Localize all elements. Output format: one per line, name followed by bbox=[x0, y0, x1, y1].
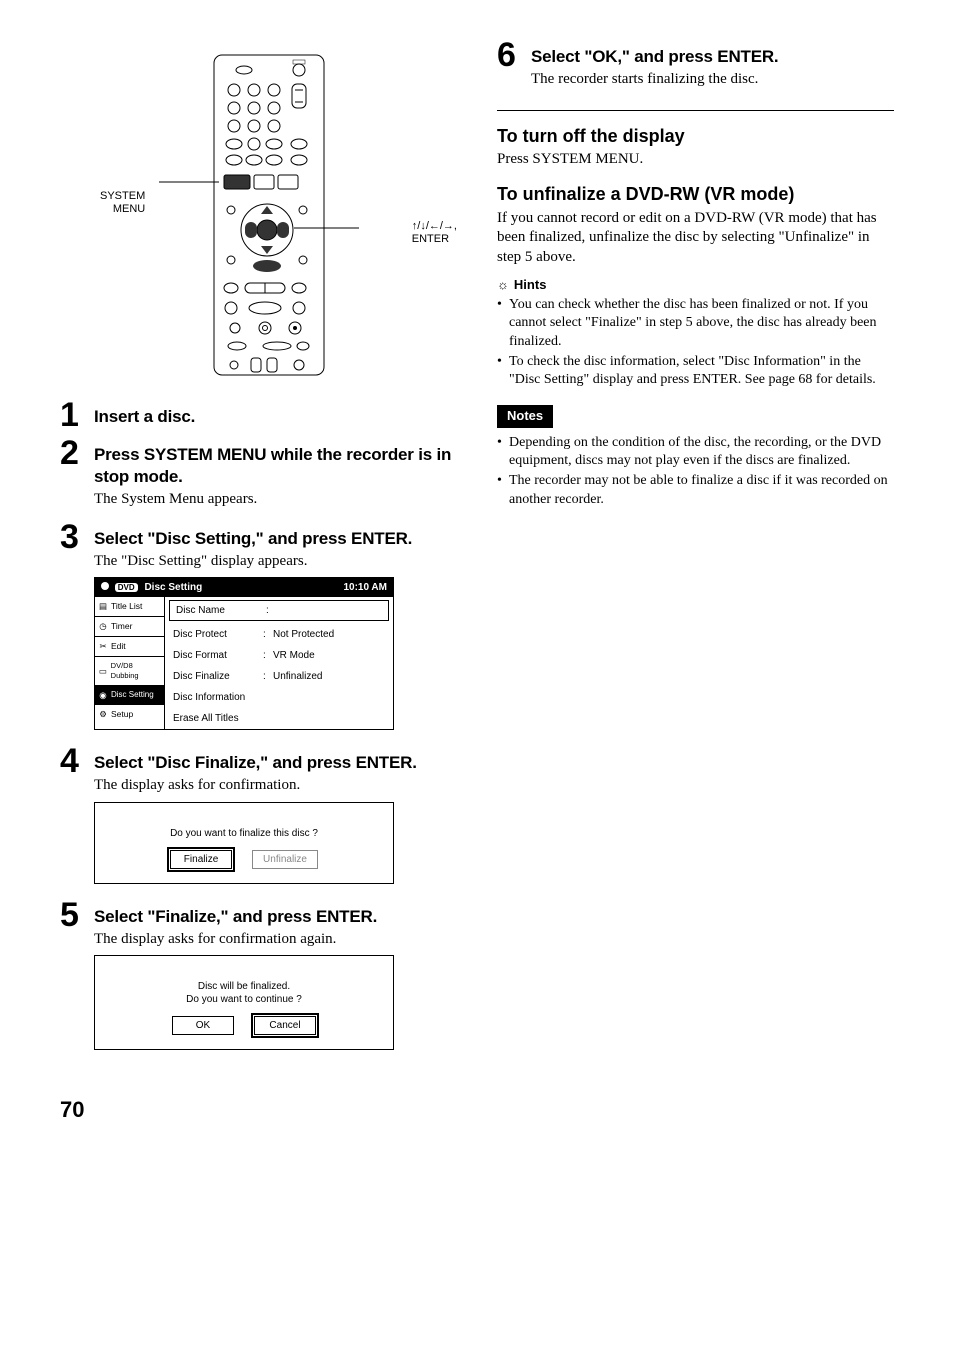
finalize-dialog-2: Disc will be finalized. Do you want to c… bbox=[94, 955, 394, 1050]
step-1: 1 Insert a disc. bbox=[60, 400, 457, 432]
clock-icon: ◷ bbox=[98, 622, 108, 632]
row-key: Disc Format bbox=[173, 649, 263, 662]
sidebar-item-dubbing[interactable]: ▭ DV/D8 Dubbing bbox=[95, 657, 164, 686]
step-heading: Press SYSTEM MENU while the recorder is … bbox=[94, 444, 457, 488]
step-6: 6 Select "OK," and press ENTER. The reco… bbox=[497, 40, 894, 96]
row-colon: : bbox=[263, 649, 273, 662]
disc-row-name[interactable]: Disc Name : bbox=[169, 600, 389, 621]
list-icon: ▤ bbox=[98, 602, 108, 612]
dvd-badge: DVD bbox=[115, 583, 138, 592]
remote-diagram: SYSTEM MENU bbox=[60, 50, 457, 380]
hint-icon bbox=[497, 277, 509, 294]
ok-button[interactable]: OK bbox=[172, 1016, 234, 1035]
step-number: 1 bbox=[60, 398, 94, 432]
row-value: Not Protected bbox=[273, 628, 385, 641]
remote-label-left-2: MENU bbox=[113, 203, 145, 215]
sidebar-item-label: Title List bbox=[111, 601, 142, 612]
sidebar-item-label: Edit bbox=[111, 641, 126, 652]
notes-heading: Notes bbox=[497, 405, 553, 428]
step-subtext: The display asks for confirmation. bbox=[94, 776, 457, 796]
remote-svg bbox=[159, 50, 359, 380]
sidebar-item-titlelist[interactable]: ▤ Title List bbox=[95, 597, 164, 617]
remote-label-system-menu: SYSTEM MENU bbox=[100, 190, 145, 216]
notes-list: Depending on the condition of the disc, … bbox=[497, 434, 894, 509]
step-2: 2 Press SYSTEM MENU while the recorder i… bbox=[60, 438, 457, 516]
finalize-button[interactable]: Finalize bbox=[170, 850, 232, 869]
step-3: 3 Select "Disc Setting," and press ENTER… bbox=[60, 522, 457, 741]
disc-icon: ◉ bbox=[98, 690, 108, 700]
remote-label-enter: ↑/↓/←/→, ENTER bbox=[412, 220, 457, 246]
sidebar-item-label: Disc Setting bbox=[111, 690, 154, 700]
disc-row-erase[interactable]: Erase All Titles bbox=[165, 708, 393, 729]
remote-label-right-1: ↑/↓/←/→, bbox=[412, 220, 457, 232]
step-number: 5 bbox=[60, 898, 94, 932]
step-subtext: The "Disc Setting" display appears. bbox=[94, 552, 457, 572]
row-colon: : bbox=[266, 604, 276, 617]
step-heading: Select "Disc Finalize," and press ENTER. bbox=[94, 752, 457, 774]
scissors-icon: ✂ bbox=[98, 642, 108, 652]
disc-setting-panel: DVD Disc Setting 10:10 AM ▤ Title List bbox=[94, 577, 394, 730]
gear-icon: ⚙ bbox=[98, 710, 108, 720]
step-heading: Select "OK," and press ENTER. bbox=[531, 46, 894, 68]
step-number: 4 bbox=[60, 744, 94, 778]
disc-row-format[interactable]: Disc Format : VR Mode bbox=[165, 645, 393, 666]
heading-turn-off-display: To turn off the display bbox=[497, 125, 894, 148]
step-subtext: The System Menu appears. bbox=[94, 490, 457, 510]
tape-icon: ▭ bbox=[98, 666, 108, 676]
cancel-button[interactable]: Cancel bbox=[254, 1016, 316, 1035]
step-number: 6 bbox=[497, 38, 531, 72]
sidebar-item-label: Timer bbox=[111, 621, 132, 632]
note-item: The recorder may not be able to finalize… bbox=[497, 472, 894, 508]
step-number: 2 bbox=[60, 436, 94, 470]
row-colon: : bbox=[263, 628, 273, 641]
step-number: 3 bbox=[60, 520, 94, 554]
row-value: VR Mode bbox=[273, 649, 385, 662]
step-4: 4 Select "Disc Finalize," and press ENTE… bbox=[60, 746, 457, 894]
sidebar-item-timer[interactable]: ◷ Timer bbox=[95, 617, 164, 637]
paragraph: If you cannot record or edit on a DVD-RW… bbox=[497, 209, 894, 268]
dialog-message: Do you want to finalize this disc ? bbox=[105, 827, 383, 840]
remote-label-right-2: ENTER bbox=[412, 233, 449, 245]
step-subtext: The display asks for confirmation again. bbox=[94, 930, 457, 950]
disc-main: Disc Name : Disc Protect : Not Protected… bbox=[165, 597, 393, 729]
hints-heading: Hints bbox=[497, 277, 894, 294]
disc-sidebar: ▤ Title List ◷ Timer ✂ Edit bbox=[95, 597, 165, 729]
row-key: Disc Name bbox=[176, 604, 266, 617]
step-heading: Select "Disc Setting," and press ENTER. bbox=[94, 528, 457, 550]
row-value: Unfinalized bbox=[273, 670, 385, 683]
disc-row-protect[interactable]: Disc Protect : Not Protected bbox=[165, 624, 393, 645]
sidebar-item-label: DV/D8 Dubbing bbox=[111, 661, 161, 681]
step-5: 5 Select "Finalize," and press ENTER. Th… bbox=[60, 900, 457, 1061]
page-number: 70 bbox=[60, 1096, 894, 1125]
hint-item: To check the disc information, select "D… bbox=[497, 353, 894, 389]
row-key: Disc Information bbox=[173, 691, 263, 704]
disc-row-info[interactable]: Disc Information bbox=[165, 687, 393, 708]
remote-label-left-1: SYSTEM bbox=[100, 190, 145, 202]
step-heading: Insert a disc. bbox=[94, 406, 457, 428]
hint-item: You can check whether the disc has been … bbox=[497, 296, 894, 351]
step-heading: Select "Finalize," and press ENTER. bbox=[94, 906, 457, 928]
sidebar-item-edit[interactable]: ✂ Edit bbox=[95, 637, 164, 657]
sidebar-item-label: Setup bbox=[111, 709, 133, 720]
row-colon: : bbox=[263, 670, 273, 683]
separator bbox=[497, 110, 894, 111]
disc-row-finalize[interactable]: Disc Finalize : Unfinalized bbox=[165, 666, 393, 687]
step-subtext: The recorder starts finalizing the disc. bbox=[531, 70, 894, 90]
note-item: Depending on the condition of the disc, … bbox=[497, 434, 894, 470]
row-key: Disc Finalize bbox=[173, 670, 263, 683]
sidebar-item-setup[interactable]: ⚙ Setup bbox=[95, 705, 164, 724]
row-key: Disc Protect bbox=[173, 628, 263, 641]
paragraph: Press SYSTEM MENU. bbox=[497, 150, 894, 170]
unfinalize-button[interactable]: Unfinalize bbox=[252, 850, 318, 869]
row-key: Erase All Titles bbox=[173, 712, 263, 725]
finalize-dialog-1: Do you want to finalize this disc ? Fina… bbox=[94, 802, 394, 884]
hints-list: You can check whether the disc has been … bbox=[497, 296, 894, 389]
disc-panel-time: 10:10 AM bbox=[343, 581, 387, 594]
heading-unfinalize: To unfinalize a DVD-RW (VR mode) bbox=[497, 183, 894, 206]
hints-label: Hints bbox=[514, 277, 547, 294]
dialog-message: Disc will be finalized. Do you want to c… bbox=[105, 980, 383, 1006]
disc-panel-title: Disc Setting bbox=[144, 582, 202, 593]
disc-panel-header: DVD Disc Setting 10:10 AM bbox=[95, 578, 393, 597]
sidebar-item-discsetting[interactable]: ◉ Disc Setting bbox=[95, 686, 164, 705]
